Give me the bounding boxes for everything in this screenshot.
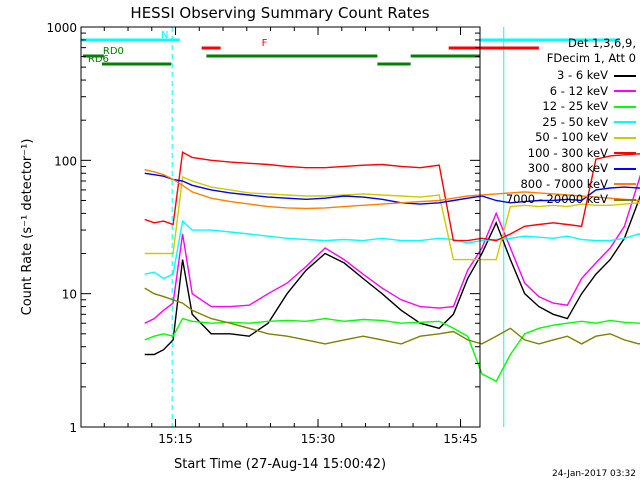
legend-swatch xyxy=(614,198,636,201)
chart-title: HESSI Observing Summary Count Rates xyxy=(130,4,429,22)
legend-entry: 6 - 12 keV xyxy=(550,84,636,98)
legend-entry: 12 - 25 keV xyxy=(542,99,636,113)
legend-swatch xyxy=(614,121,636,123)
y-tick-label-2: 100 xyxy=(54,154,77,168)
legend-header-line-1: Det 1,3,6,9, xyxy=(568,36,636,50)
series-line-4 xyxy=(144,175,640,261)
legend-swatch xyxy=(614,105,636,108)
legend-entry: 100 - 300 keV xyxy=(528,146,636,160)
legend-entry: 7000 - 20000 keV xyxy=(506,192,636,206)
series-line-5 xyxy=(144,151,640,242)
footer-timestamp: 24-Jan-2017 03:32 xyxy=(552,469,636,479)
legend-entry-label: 50 - 100 keV xyxy=(535,130,608,144)
flag-label-f: F xyxy=(262,38,268,49)
y-tick-label-3: 1000 xyxy=(46,21,77,35)
x-tick-label-2: 15:45 xyxy=(443,432,478,446)
legend-entry: 300 - 800 keV xyxy=(528,161,636,175)
legend-entry: 3 - 6 keV xyxy=(557,68,636,82)
flag-label-rd6: RD6 xyxy=(88,54,109,65)
plot-frame xyxy=(80,26,481,428)
legend-swatch xyxy=(614,136,636,139)
axis-ticks: 15:15 15:30 15:45 1 10 100 1000 xyxy=(46,21,480,446)
legend-entry: 800 - 7000 keV xyxy=(520,177,636,191)
y-tick-label-0: 1 xyxy=(69,421,77,435)
flag-label-rd0: RD0 xyxy=(103,46,124,57)
legend-swatch xyxy=(614,183,636,185)
legend-swatch xyxy=(614,152,636,154)
x-axis-label: Start Time (27-Aug-14 15:00:42) xyxy=(174,457,386,472)
legend-entry-label: 6 - 12 keV xyxy=(549,83,608,98)
legend-entry-label: 300 - 800 keV xyxy=(527,161,608,175)
legend-entry: 50 - 100 keV xyxy=(535,130,636,144)
x-tick-label-0: 15:15 xyxy=(158,432,193,446)
legend-swatch xyxy=(614,90,636,92)
series-line-7 xyxy=(144,169,640,210)
series-line-6 xyxy=(144,172,640,205)
legend-header-line-2: FDecim 1, Att 0 xyxy=(546,51,636,65)
legend-entry-label: 800 - 7000 keV xyxy=(520,176,608,191)
series-line-2 xyxy=(144,317,640,383)
series-line-0 xyxy=(144,194,640,356)
series-lines xyxy=(144,151,640,383)
legend-entry-label: 25 - 50 keV xyxy=(542,114,608,129)
legend-entry-label: 100 - 300 keV xyxy=(527,145,608,160)
y-tick-label-1: 10 xyxy=(62,288,77,302)
y-axis-label: Count Rate (s⁻¹ detector⁻¹) xyxy=(20,139,35,316)
flag-label-n: N xyxy=(161,30,168,41)
legend-entry-label: 12 - 25 keV xyxy=(542,99,608,113)
legend-entry-label: 3 - 6 keV xyxy=(557,68,608,82)
legend-entry-label: 7000 - 20000 keV xyxy=(505,192,608,206)
legend-swatch xyxy=(614,74,636,77)
legend-swatch xyxy=(614,167,636,170)
series-line-3 xyxy=(144,219,640,280)
legend-entry: 25 - 50 keV xyxy=(542,115,636,129)
series-line-8 xyxy=(144,287,640,345)
x-tick-label-1: 15:30 xyxy=(301,432,336,446)
